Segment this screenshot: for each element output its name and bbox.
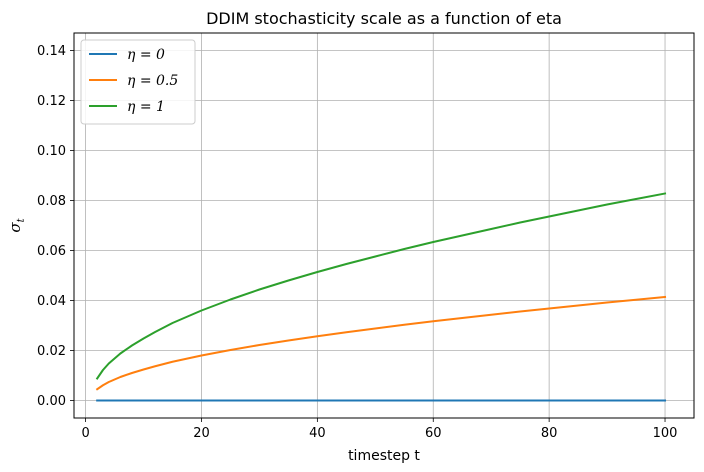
y-tick-label: 0.12	[37, 94, 66, 109]
y-tick-label: 0.14	[37, 44, 66, 59]
legend-label-0: η = 0	[127, 47, 165, 63]
grid	[74, 33, 694, 418]
series-line-2	[95, 192, 667, 380]
y-axis-label-subscript: t	[16, 217, 27, 222]
series-layer	[95, 192, 667, 402]
x-tick-label: 60	[425, 426, 442, 441]
y-tick-label: 0.10	[37, 144, 66, 159]
y-tick-label: 0.00	[37, 394, 66, 409]
legend-box	[80, 39, 196, 125]
legend: η = 0 η = 0.5 η = 1	[80, 39, 196, 125]
y-axis-label-main: σ	[6, 222, 24, 233]
x-axis-label: timestep t	[348, 448, 420, 464]
chart-title: DDIM stochasticity scale as a function o…	[206, 9, 562, 28]
legend-label-2: η = 1	[127, 99, 165, 115]
x-tick-label: 40	[309, 426, 326, 441]
legend-label-1: η = 0.5	[127, 73, 178, 89]
x-tick-label: 80	[541, 426, 558, 441]
y-tick-label: 0.08	[37, 194, 66, 209]
y-tick-label: 0.06	[37, 244, 66, 259]
y-tick-label: 0.02	[37, 344, 66, 359]
y-axis-label: σt	[6, 217, 27, 232]
y-tick-label: 0.04	[37, 294, 66, 309]
plot-frame	[73, 32, 695, 419]
x-tick-label: 20	[193, 426, 210, 441]
ticks: 0 20 40 60 80 100 0.00 0.02 0.04 0.06 0.08 0.10 0.12…	[37, 44, 677, 441]
x-tick-label: 0	[81, 426, 89, 441]
x-tick-label: 100	[653, 426, 678, 441]
series-line-1	[95, 295, 667, 391]
